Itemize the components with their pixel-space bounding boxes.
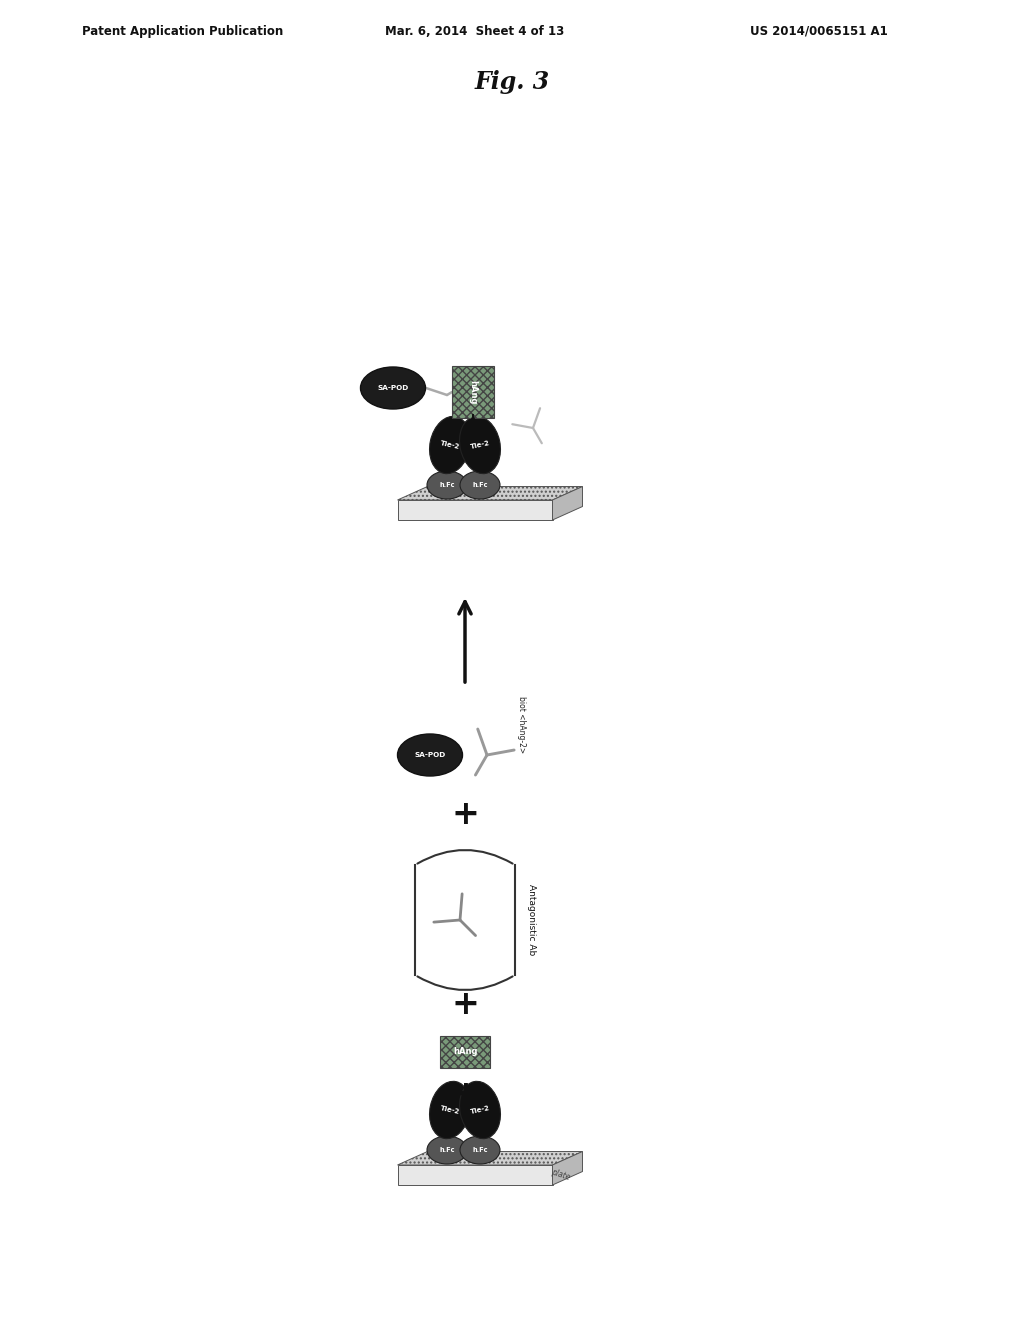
Polygon shape: [397, 487, 583, 500]
Ellipse shape: [429, 1081, 470, 1139]
Ellipse shape: [460, 416, 501, 474]
Text: Tie-2: Tie-2: [439, 1105, 461, 1115]
Text: Tie-2: Tie-2: [439, 440, 461, 450]
Polygon shape: [397, 1151, 583, 1166]
Text: +: +: [451, 1078, 479, 1111]
Text: h.Fc: h.Fc: [439, 1147, 455, 1152]
Polygon shape: [397, 500, 553, 520]
Ellipse shape: [460, 1137, 500, 1164]
Text: h.Fc: h.Fc: [472, 482, 487, 488]
Text: Antagonistic Ab: Antagonistic Ab: [527, 884, 536, 956]
Text: hAng: hAng: [453, 1048, 477, 1056]
FancyBboxPatch shape: [440, 1036, 490, 1068]
Text: Tie-2: Tie-2: [470, 1105, 490, 1115]
Text: Tie-2: Tie-2: [470, 440, 490, 450]
Polygon shape: [553, 1151, 583, 1185]
Ellipse shape: [427, 1137, 467, 1164]
Ellipse shape: [397, 734, 463, 776]
Text: US 2014/0065151 A1: US 2014/0065151 A1: [750, 25, 888, 38]
Text: Fig. 3: Fig. 3: [474, 70, 550, 94]
Polygon shape: [553, 487, 583, 520]
Text: Patent Application Publication: Patent Application Publication: [82, 25, 284, 38]
Text: h.Fc: h.Fc: [472, 1147, 487, 1152]
Text: +: +: [451, 799, 479, 832]
Ellipse shape: [427, 471, 467, 499]
Ellipse shape: [460, 471, 500, 499]
Text: SA-POD: SA-POD: [415, 752, 445, 758]
Text: biot <hAng-2>: biot <hAng-2>: [517, 697, 526, 754]
Ellipse shape: [360, 367, 426, 409]
Text: SA-POD: SA-POD: [378, 385, 409, 391]
Text: plate: plate: [550, 1168, 571, 1183]
Ellipse shape: [460, 1081, 501, 1139]
Ellipse shape: [429, 416, 470, 474]
Text: h.Fc: h.Fc: [439, 482, 455, 488]
Text: Mar. 6, 2014  Sheet 4 of 13: Mar. 6, 2014 Sheet 4 of 13: [385, 25, 564, 38]
Polygon shape: [397, 1166, 553, 1185]
Text: hAng: hAng: [469, 380, 477, 404]
FancyBboxPatch shape: [452, 366, 494, 418]
Text: +: +: [451, 989, 479, 1022]
